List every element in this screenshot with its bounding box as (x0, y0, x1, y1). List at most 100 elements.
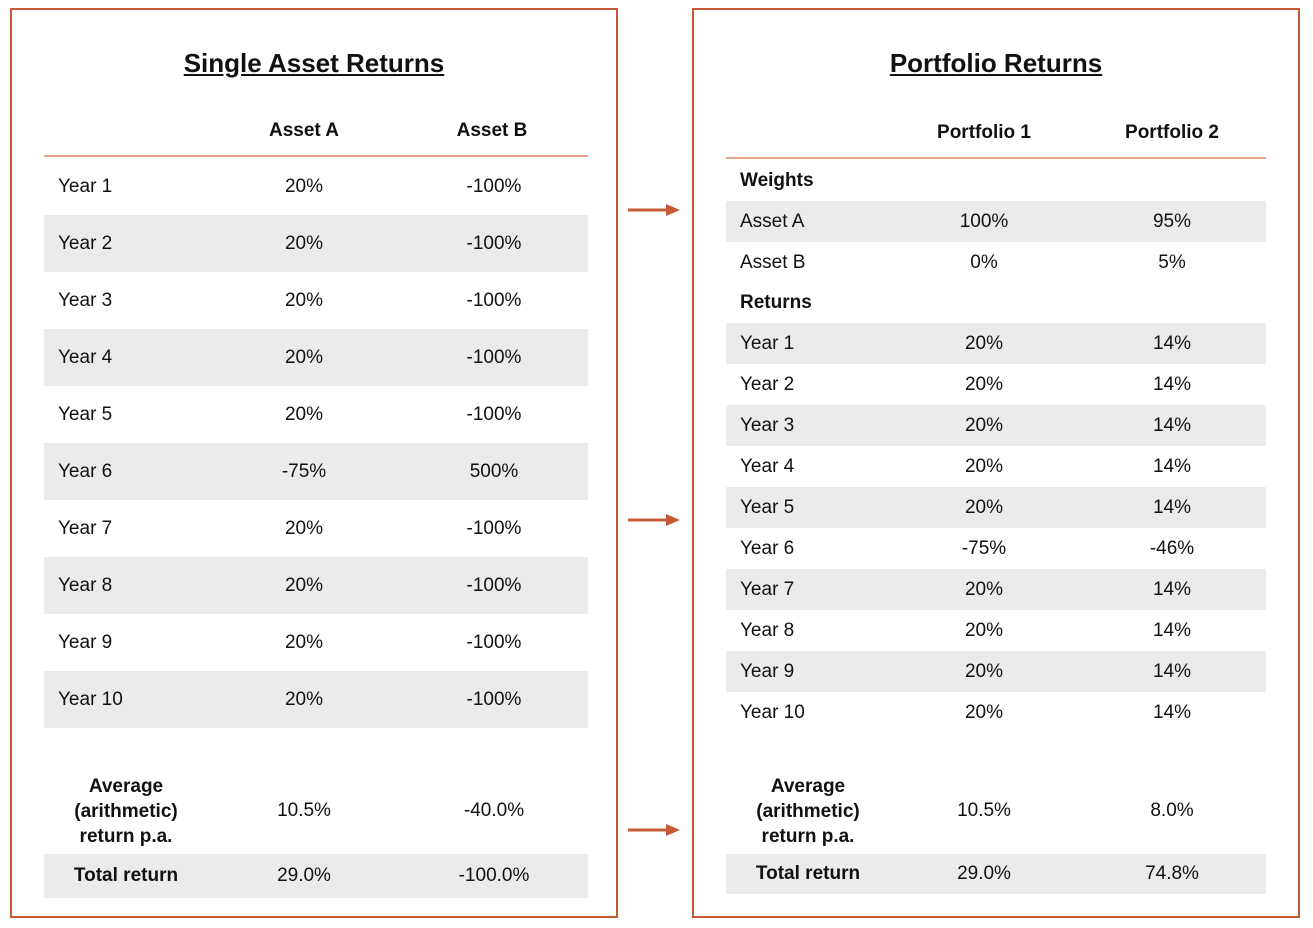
year-value-a: -75% (281, 460, 327, 482)
year-row: Year 2 20% -100% (44, 215, 588, 272)
weight-value-a: 0% (970, 251, 998, 273)
year-row: Year 1 20% -100% (44, 158, 588, 215)
year-row: Year 4 20% 14% (726, 446, 1266, 487)
year-value-b: 14% (1152, 660, 1192, 682)
weight-label: Asset A (740, 210, 805, 232)
year-value-b: -100% (466, 346, 522, 368)
average-portfolio-2: 8.0% (1150, 800, 1194, 821)
year-value-a: 20% (964, 455, 1004, 477)
year-value-b: 14% (1152, 332, 1192, 354)
year-value-a: 20% (964, 496, 1004, 518)
year-row: Year 5 20% -100% (44, 386, 588, 443)
year-value-b: -100% (466, 574, 522, 596)
header-rule (44, 155, 588, 157)
portfolio-panel: Portfolio Returns Portfolio 1 Portfolio … (692, 8, 1300, 918)
year-value-b: -100% (466, 517, 522, 539)
year-value-b: -46% (1149, 537, 1195, 559)
arrow-right-icon (628, 824, 680, 836)
year-value-b: 14% (1152, 455, 1192, 477)
year-label: Year 4 (740, 455, 795, 477)
year-label: Year 7 (58, 517, 113, 539)
weight-row: Asset B 0% 5% (726, 242, 1266, 283)
year-row: Year 7 20% -100% (44, 500, 588, 557)
year-value-b: -100% (466, 289, 522, 311)
year-value-a: 20% (964, 332, 1004, 354)
weights-section-label: Weights (740, 170, 814, 191)
year-row: Year 9 20% 14% (726, 651, 1266, 692)
year-value-a: 20% (284, 175, 324, 197)
arrow-right-icon (628, 204, 680, 216)
year-label: Year 6 (58, 460, 113, 482)
total-return-label: Total return (755, 863, 861, 884)
year-row: Year 9 20% -100% (44, 614, 588, 671)
year-row: Year 3 20% -100% (44, 272, 588, 329)
year-label: Year 7 (740, 578, 795, 600)
year-value-b: -100% (466, 175, 522, 197)
year-value-b: -100% (466, 631, 522, 653)
year-row: Year 6 -75% -46% (726, 528, 1266, 569)
year-value-b: -100% (466, 688, 522, 710)
year-value-a: 20% (964, 373, 1004, 395)
average-portfolio-1: 10.5% (957, 800, 1011, 821)
weight-value-b: 5% (1158, 251, 1186, 273)
total-return-label: Total return (73, 865, 179, 886)
header-rule (726, 157, 1266, 159)
year-label: Year 8 (58, 574, 113, 596)
average-asset-a: 10.5% (277, 800, 331, 821)
year-label: Year 1 (58, 175, 113, 197)
total-asset-b: -100.0% (458, 865, 530, 886)
year-value-a: 20% (284, 346, 324, 368)
total-portfolio-2: 74.8% (1145, 863, 1199, 884)
year-row: Year 3 20% 14% (726, 405, 1266, 446)
year-row: Year 8 20% 14% (726, 610, 1266, 651)
year-value-b: 14% (1152, 496, 1192, 518)
year-value-a: 20% (964, 701, 1004, 723)
year-label: Year 5 (58, 403, 113, 425)
year-label: Year 8 (740, 619, 795, 641)
year-value-b: 14% (1152, 414, 1192, 436)
arrow-right-icon (628, 514, 680, 526)
year-value-b: 14% (1152, 701, 1192, 723)
year-row: Year 6 -75% 500% (44, 443, 588, 500)
year-value-a: 20% (964, 578, 1004, 600)
year-row: Year 10 20% 14% (726, 692, 1266, 733)
year-row: Year 8 20% -100% (44, 557, 588, 614)
year-value-a: 20% (284, 688, 324, 710)
total-asset-a: 29.0% (277, 865, 331, 886)
year-label: Year 10 (740, 701, 805, 723)
year-row: Year 4 20% -100% (44, 329, 588, 386)
year-label: Year 3 (740, 414, 795, 436)
year-value-a: 20% (284, 403, 324, 425)
year-label: Year 10 (58, 688, 123, 710)
year-value-a: 20% (964, 619, 1004, 641)
total-return-row: Total return 29.0% 74.8% (726, 854, 1266, 894)
year-value-a: 20% (964, 414, 1004, 436)
asset-a-header: Asset A (268, 120, 340, 141)
portfolio-1-header: Portfolio 1 (937, 122, 1031, 143)
year-label: Year 2 (58, 232, 113, 254)
year-value-a: 20% (284, 574, 324, 596)
year-label: Year 4 (58, 346, 113, 368)
average-row: Average (arithmetic) return p.a. 10.5% -… (44, 770, 588, 852)
single-asset-title: Single Asset Returns (183, 48, 445, 78)
year-value-a: 20% (284, 289, 324, 311)
year-label: Year 9 (740, 660, 795, 682)
asset-b-header: Asset B (456, 120, 528, 141)
average-label: Average (arithmetic) return p.a. (756, 775, 860, 847)
portfolio-title: Portfolio Returns (889, 48, 1103, 78)
year-label: Year 1 (740, 332, 795, 354)
year-label: Year 2 (740, 373, 795, 395)
year-label: Year 3 (58, 289, 113, 311)
year-value-a: 20% (284, 631, 324, 653)
year-value-a: 20% (964, 660, 1004, 682)
year-row: Year 7 20% 14% (726, 569, 1266, 610)
average-asset-b: -40.0% (463, 800, 525, 821)
year-value-b: 14% (1152, 373, 1192, 395)
total-return-row: Total return 29.0% -100.0% (44, 854, 588, 898)
year-row: Year 2 20% 14% (726, 364, 1266, 405)
returns-section-label: Returns (740, 292, 812, 313)
weight-value-b: 95% (1152, 210, 1192, 232)
year-row: Year 1 20% 14% (726, 323, 1266, 364)
portfolio-2-header: Portfolio 2 (1125, 122, 1219, 143)
single-asset-panel: Single Asset Returns Asset A Asset B Yea… (10, 8, 618, 918)
